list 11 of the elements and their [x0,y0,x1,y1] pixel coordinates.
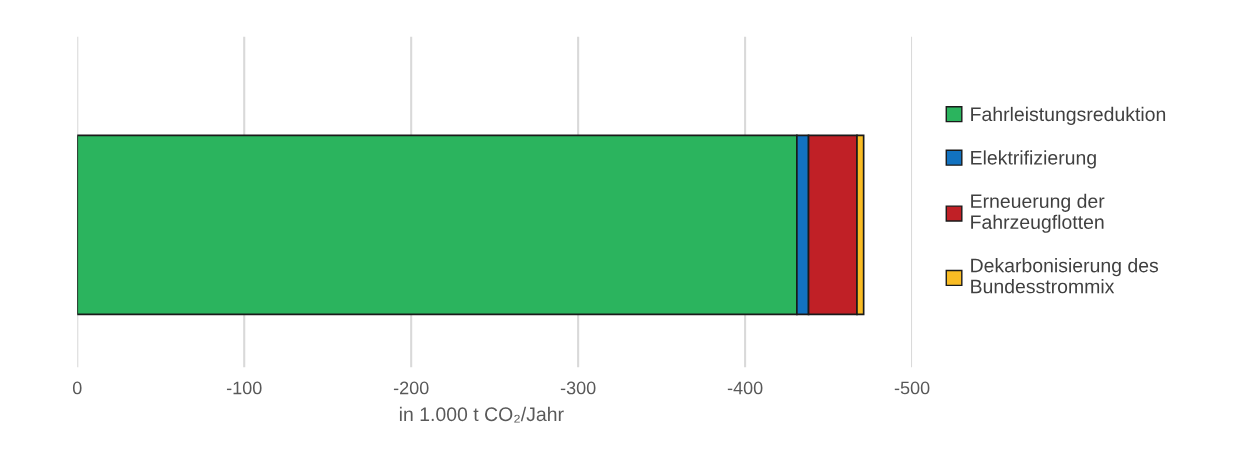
x-tick-label: -500 [894,381,930,395]
x-tick-label: 0 [72,381,82,395]
legend-label: Erneuerung der Fahrzeugflotten [971,193,1105,233]
x-tick-label: -300 [560,381,596,395]
x-tick-label: -100 [226,381,262,395]
legend-label: Dekarbonisierung des Bundesstrommix [971,258,1159,294]
legend-label: Fahrleistungsreduktion [971,106,1166,125]
x-axis-title: in 1.000 t CO₂/Jahr [399,406,564,423]
x-tick-label: -400 [727,381,763,395]
legend-label: Elektrifizierung [971,150,1096,169]
x-tick-label: -200 [393,381,429,395]
